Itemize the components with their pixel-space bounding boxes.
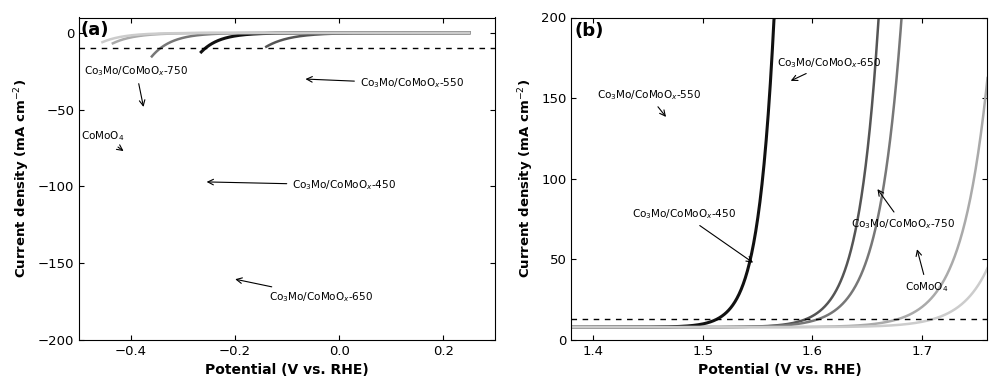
- Text: CoMoO$_4$: CoMoO$_4$: [81, 129, 124, 150]
- Text: CoMoO$_4$: CoMoO$_4$: [905, 250, 949, 294]
- Text: (a): (a): [81, 21, 109, 39]
- X-axis label: Potential (V vs. RHE): Potential (V vs. RHE): [698, 363, 861, 378]
- Text: Co$_3$Mo/CoMoO$_x$-550: Co$_3$Mo/CoMoO$_x$-550: [597, 88, 701, 116]
- Text: Co$_3$Mo/CoMoO$_x$-550: Co$_3$Mo/CoMoO$_x$-550: [307, 76, 464, 90]
- Y-axis label: Current density (mA cm$^{-2}$): Current density (mA cm$^{-2}$): [12, 79, 32, 278]
- X-axis label: Potential (V vs. RHE): Potential (V vs. RHE): [205, 363, 369, 378]
- Text: Co$_3$Mo/CoMoO$_x$-450: Co$_3$Mo/CoMoO$_x$-450: [632, 207, 752, 262]
- Text: (b): (b): [575, 22, 604, 40]
- Text: Co$_3$Mo/CoMoO$_x$-650: Co$_3$Mo/CoMoO$_x$-650: [236, 278, 373, 304]
- Text: Co$_3$Mo/CoMoO$_x$-450: Co$_3$Mo/CoMoO$_x$-450: [208, 178, 396, 192]
- Text: Co$_3$Mo/CoMoO$_x$-750: Co$_3$Mo/CoMoO$_x$-750: [851, 190, 955, 231]
- Y-axis label: Current density (mA cm$^{-2}$): Current density (mA cm$^{-2}$): [516, 79, 536, 278]
- Text: Co$_3$Mo/CoMoO$_x$-750: Co$_3$Mo/CoMoO$_x$-750: [84, 64, 188, 106]
- Text: Co$_3$Mo/CoMoO$_x$-650: Co$_3$Mo/CoMoO$_x$-650: [777, 56, 881, 80]
